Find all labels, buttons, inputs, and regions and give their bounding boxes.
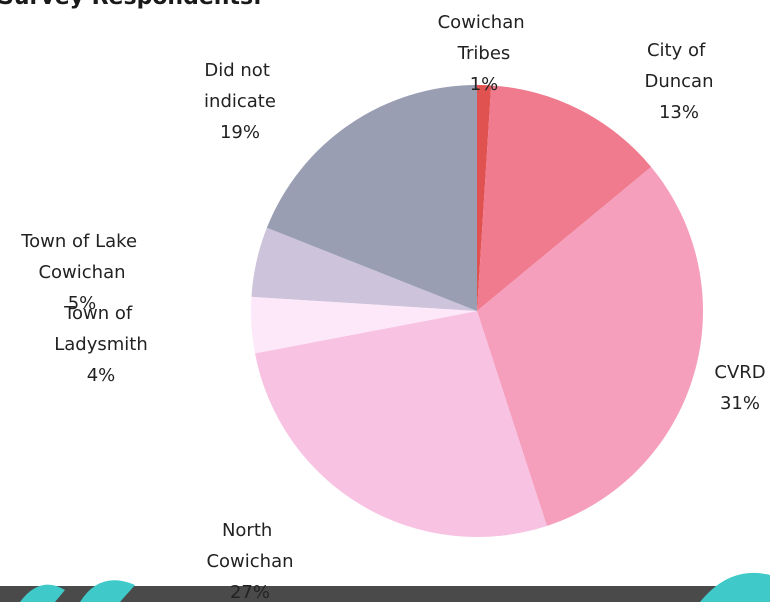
pie-slice — [266, 85, 477, 311]
slice-label: North Cowichan — [206, 520, 293, 572]
pie-slice — [477, 166, 703, 526]
footer-band — [0, 572, 770, 602]
pie-slice — [251, 227, 477, 311]
slice-value-label: 19% — [220, 122, 260, 143]
pie-slice — [477, 85, 492, 311]
slice-label: Cowichan Tribes — [438, 12, 531, 64]
slice-label: Town of Lake Cowichan — [20, 231, 143, 283]
slice-value-label: 27% — [230, 582, 270, 602]
pie-slice — [477, 85, 652, 312]
pie-slice — [255, 311, 547, 537]
pie-slice — [251, 296, 477, 354]
slice-value-label: 31% — [720, 393, 760, 414]
slice-value-label: 4% — [87, 365, 116, 386]
slice-value-label: 5% — [68, 293, 97, 314]
slice-label: CVRD — [714, 362, 765, 383]
chart-title: Survey Respondents: — [0, 0, 262, 10]
slice-value-label: 1% — [470, 74, 499, 95]
slice-label: Town of Ladysmith — [54, 303, 148, 355]
slice-label: Did not indicate — [204, 60, 276, 112]
slice-value-label: 13% — [659, 102, 699, 123]
slice-label: City of Duncan — [644, 40, 713, 92]
